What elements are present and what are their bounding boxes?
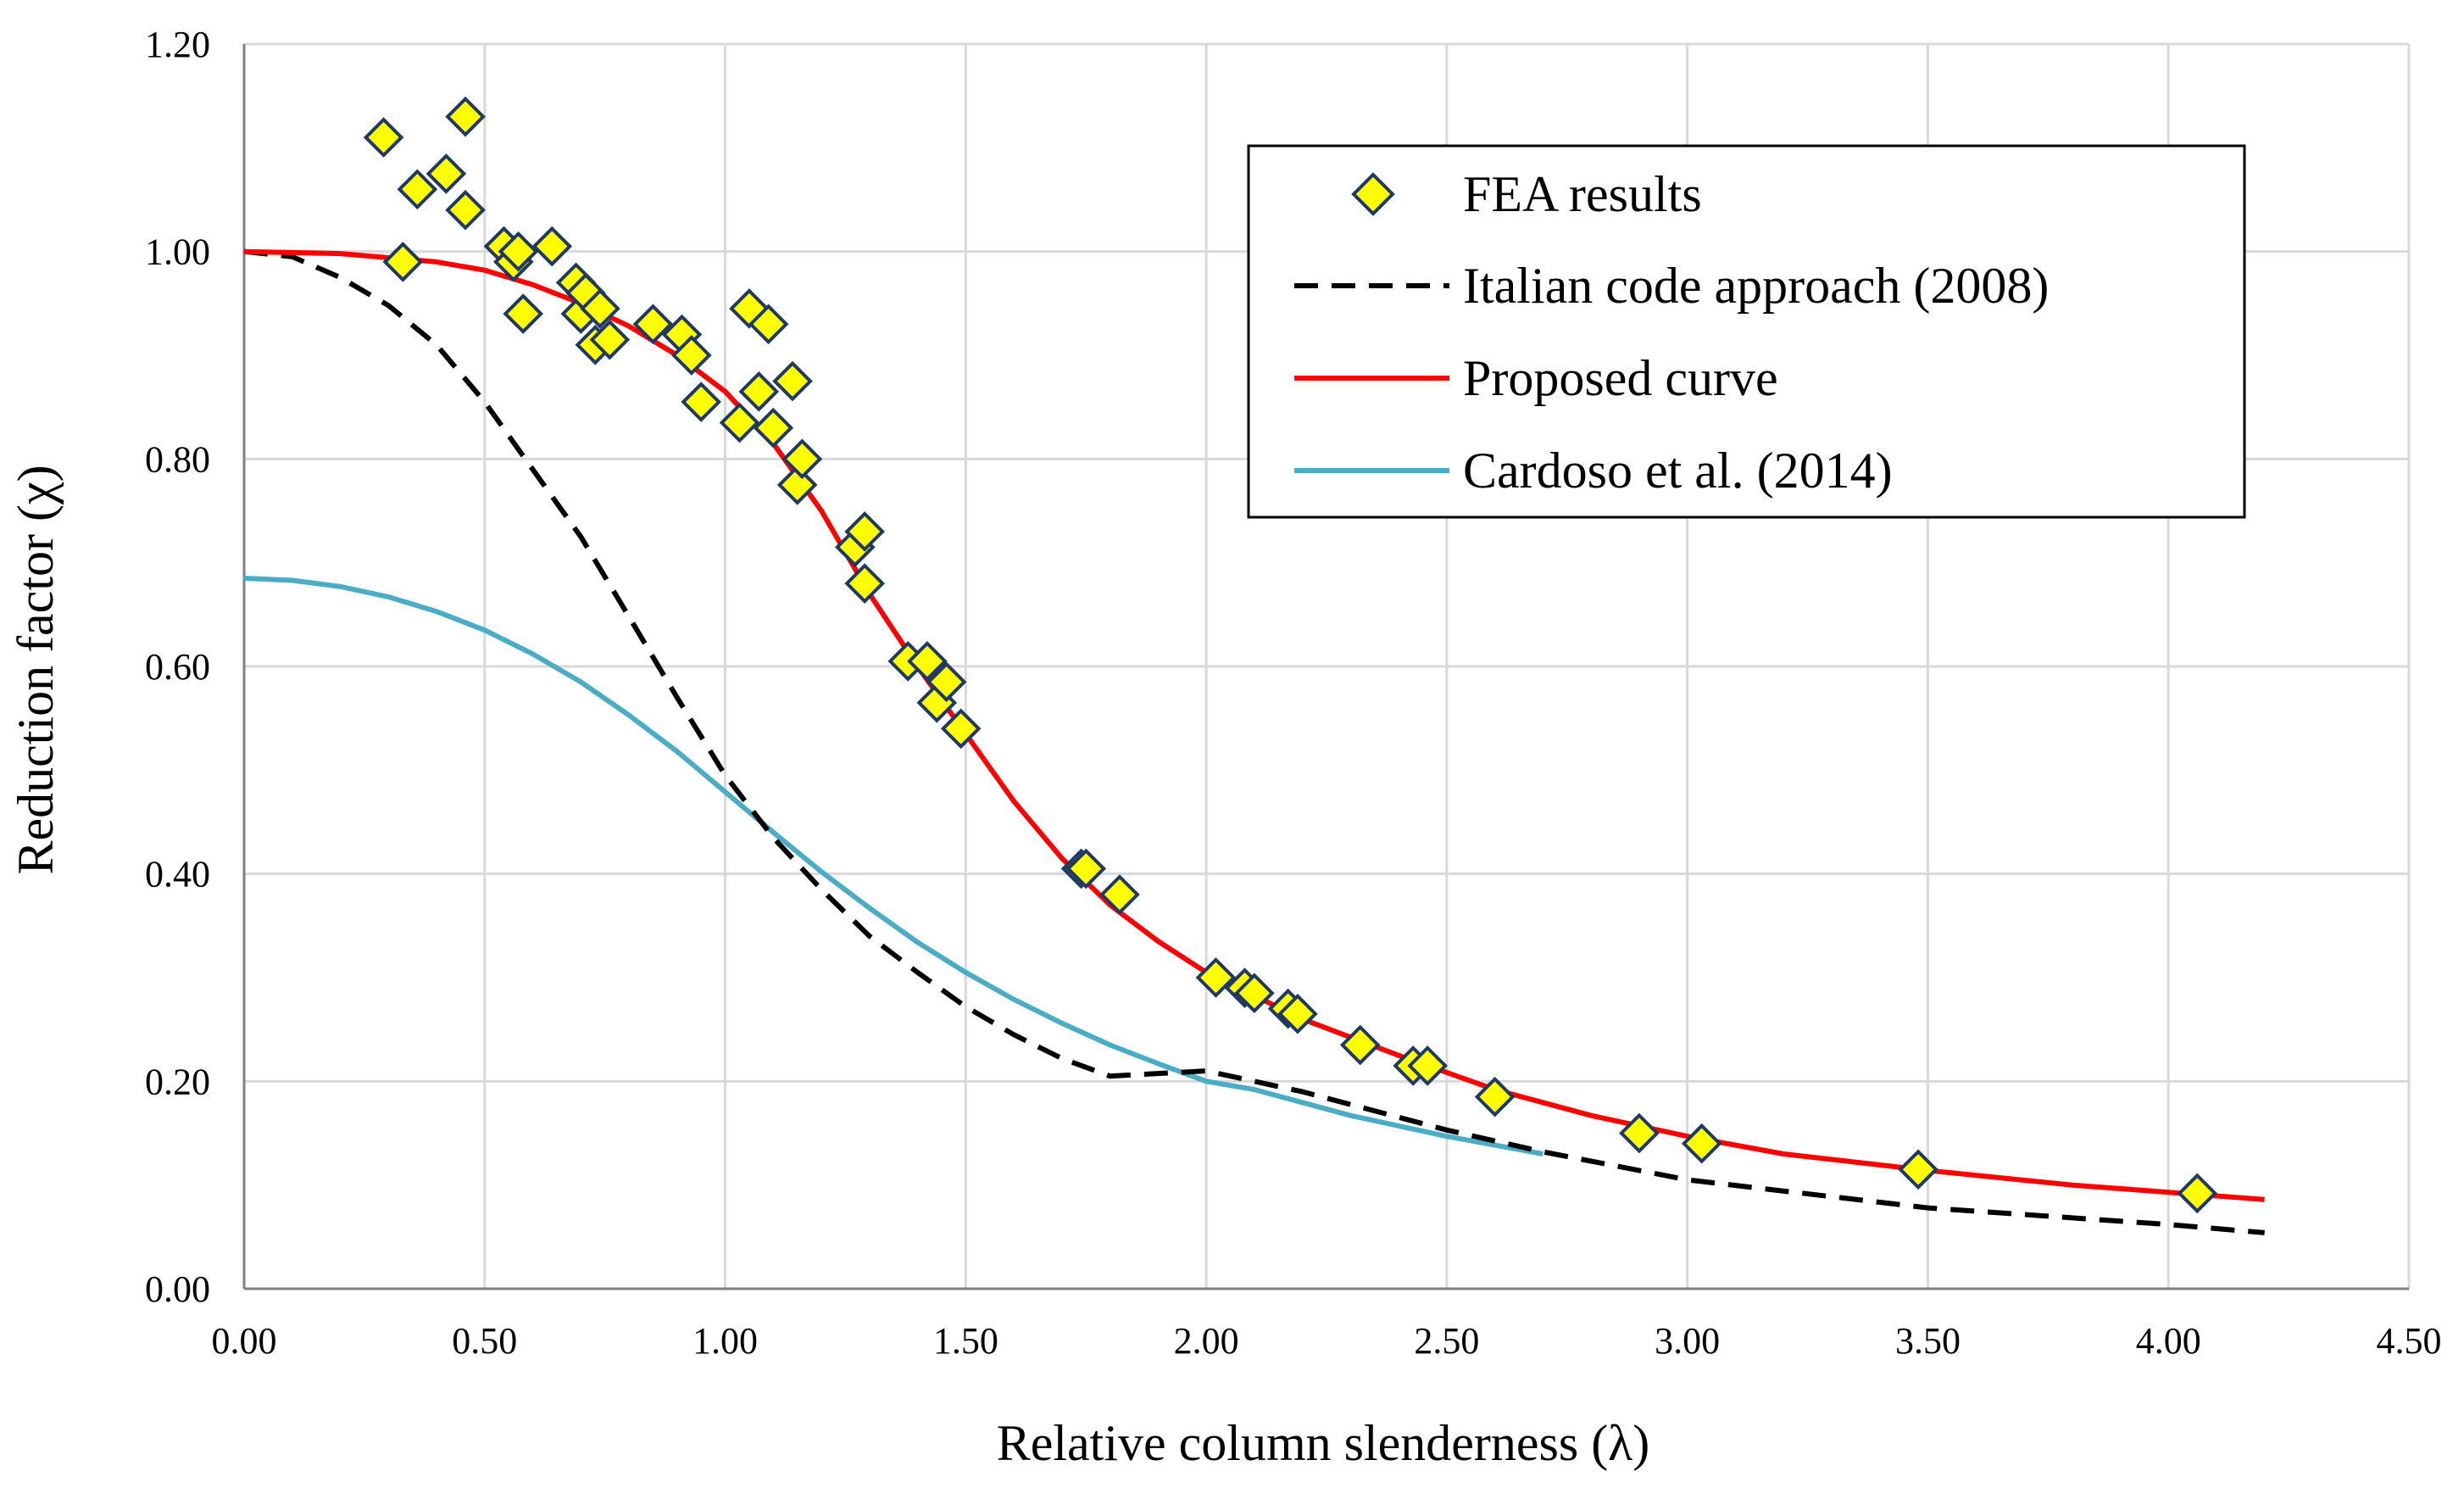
fea-data-point	[2177, 1173, 2218, 1214]
fea-data-point	[748, 304, 789, 345]
fea-data-point	[589, 319, 631, 360]
fea-data-point	[498, 231, 539, 272]
fea-data-point	[940, 708, 982, 750]
fea-data-point	[844, 563, 885, 604]
legend: FEA results Italian code approach (2008)…	[1247, 144, 2246, 519]
fea-data-point	[397, 169, 438, 210]
y-tick-label: 0.00	[145, 1268, 210, 1310]
fea-data-point	[531, 226, 573, 267]
fea-data-point	[1681, 1123, 1722, 1164]
x-tick-label: 4.50	[2377, 1320, 2442, 1362]
fea-data-point	[926, 661, 967, 703]
legend-item-italian-code: Italian code approach (2008)	[1294, 258, 2049, 314]
fea-data-point	[580, 288, 620, 329]
fea-data-point	[681, 382, 722, 422]
fea-data-point	[719, 402, 760, 443]
x-tick-label: 3.50	[1895, 1320, 1961, 1362]
x-axis-title: Relative column slenderness (λ)	[997, 1415, 1650, 1471]
x-tick-label: 0.50	[452, 1320, 517, 1362]
fea-data-point	[753, 407, 794, 449]
series-line-cardoso-et-al-2014	[243, 576, 1543, 1156]
y-tick-label: 0.20	[145, 1061, 210, 1102]
fea-data-point	[632, 304, 674, 345]
y-tick-label: 0.60	[145, 646, 210, 688]
fea-data-point	[1065, 848, 1107, 889]
x-tick-label: 2.00	[1174, 1320, 1239, 1362]
y-tick-label: 1.00	[145, 231, 210, 273]
fea-data-point	[772, 360, 813, 402]
fea-data-point	[670, 335, 712, 376]
y-tick-label: 0.40	[145, 854, 210, 895]
fea-data-point	[1407, 1045, 1449, 1086]
fea-data-point	[1277, 993, 1318, 1034]
x-tick-label: 4.00	[2136, 1320, 2201, 1362]
fea-data-point	[1474, 1076, 1516, 1117]
x-tick-label: 2.50	[1414, 1320, 1479, 1362]
legend-item-proposed-curve: Proposed curve	[1294, 350, 1778, 406]
legend-label-fea-results: FEA results	[1463, 166, 1702, 222]
fea-data-point	[776, 465, 818, 505]
fea-data-point	[781, 438, 823, 480]
legend-item-fea-results: FEA results	[1351, 166, 1702, 222]
legend-diamond-marker	[1351, 172, 1395, 216]
fea-data-point	[1195, 957, 1237, 998]
tick-labels: 0.00 0.50 1.00 1.50 2.00 2.50 3.00 3.50 4.00 4.50…	[145, 24, 2442, 1362]
x-tick-label: 1.00	[692, 1320, 758, 1362]
fea-data-point	[1234, 972, 1275, 1014]
fea-data-point	[1339, 1024, 1381, 1066]
y-axis-title: Reduction factor (χ)	[8, 465, 64, 874]
fea-data-point	[445, 96, 486, 137]
fea-data-point	[363, 117, 404, 158]
fea-data-point	[445, 189, 486, 231]
legend-item-cardoso: Cardoso et al. (2014)	[1294, 443, 1893, 499]
legend-label-proposed-curve: Proposed curve	[1463, 350, 1778, 406]
fea-data-point	[738, 371, 780, 412]
legend-box	[1247, 144, 2246, 519]
legend-label-cardoso: Cardoso et al. (2014)	[1463, 443, 1893, 499]
x-tick-label: 1.50	[933, 1320, 998, 1362]
x-tick-label: 3.00	[1655, 1320, 1720, 1362]
fea-data-point	[907, 641, 948, 682]
fea-data-point	[1099, 874, 1140, 915]
axes	[242, 44, 2409, 1290]
fea-data-point	[382, 242, 424, 282]
fea-data-point	[503, 293, 544, 334]
fea-data-point	[1898, 1149, 1938, 1190]
y-tick-label: 0.80	[145, 438, 210, 480]
scatter-points	[363, 96, 2218, 1214]
series-line-italian-code-approach-2008	[243, 248, 2265, 1235]
fea-data-point	[425, 153, 467, 194]
fea-data-point	[844, 511, 885, 552]
x-tick-label: 0.00	[212, 1320, 277, 1362]
y-tick-label: 1.20	[145, 24, 210, 65]
fea-data-point	[1619, 1112, 1660, 1154]
legend-label-italian-code: Italian code approach (2008)	[1463, 258, 2049, 314]
